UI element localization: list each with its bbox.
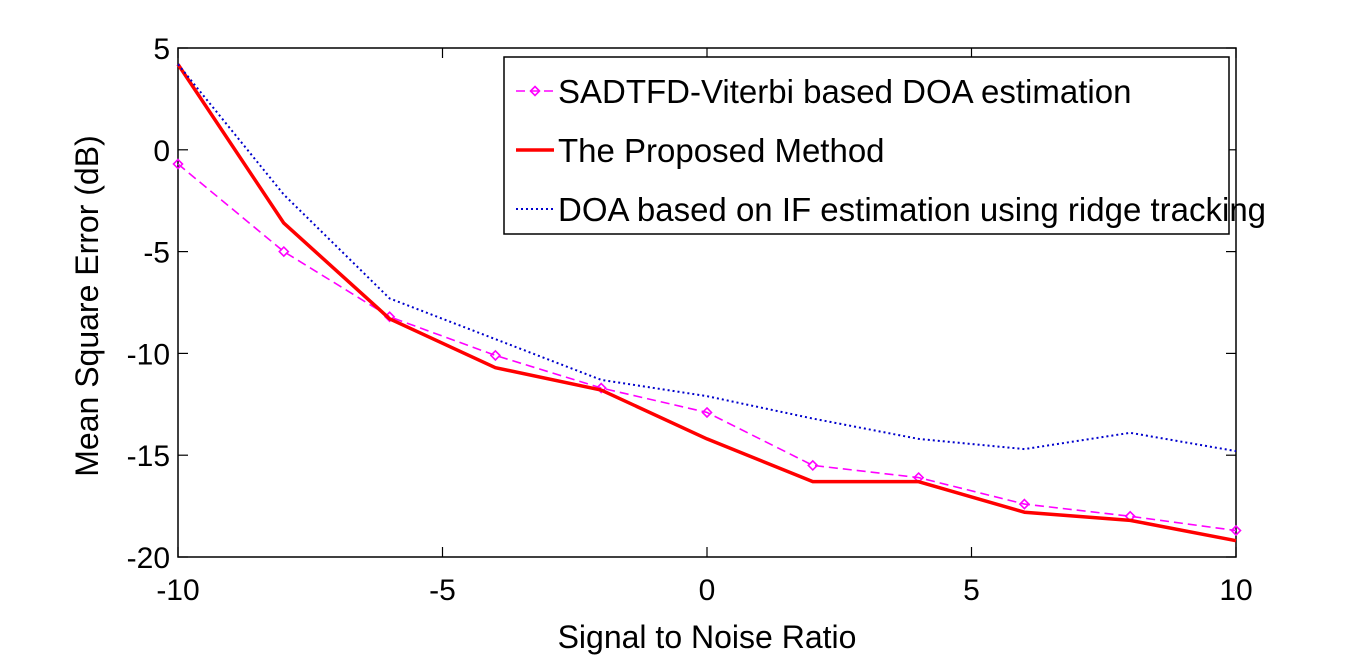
legend-item: DOA based on IF estimation using ridge t… [516,191,1266,228]
x-tick-label: 5 [963,574,980,607]
legend-label: DOA based on IF estimation using ridge t… [558,191,1266,228]
y-axis-label: Mean Square Error (dB) [69,135,105,476]
y-tick-label: 5 [153,33,170,66]
series-marker [1230,524,1242,537]
series-2 [176,63,1237,543]
series-marker [807,459,819,472]
x-tick-label: -10 [156,574,199,607]
legend-item: SADTFD-Viterbi based DOA estimation [516,73,1131,110]
tick-labels: -10 -5 0 5 10 -20 -15 -10 -5 0 5 [127,33,1253,607]
series-marker [529,85,541,97]
legend: SADTFD-Viterbi based DOA estimation The P… [503,56,1266,235]
series-line [176,63,1237,543]
series-marker [172,158,184,170]
series-1 [172,158,1242,537]
y-tick-label: 0 [153,135,170,168]
series-line [177,63,1237,453]
legend-item: The Proposed Method [516,132,885,169]
x-tick-label: 0 [699,574,716,607]
y-tick-label: -15 [127,440,170,473]
series-line [177,163,1237,532]
y-tick-label: -20 [127,542,170,575]
y-tick-label: -10 [127,338,170,371]
legend-label: SADTFD-Viterbi based DOA estimation [558,73,1131,110]
legend-label: The Proposed Method [558,132,885,169]
x-tick-label: -5 [429,574,456,607]
legend-box [503,56,1230,235]
x-axis-label: Signal to Noise Ratio [558,619,857,655]
x-tick-label: 10 [1219,574,1252,607]
series-marker [489,349,502,362]
axis-ticks [177,47,1237,558]
series-layer [172,63,1242,543]
y-tick-label: -5 [143,237,170,270]
series-marker [701,406,713,419]
series-marker [595,382,607,394]
series-3 [177,63,1237,453]
series-marker [1018,498,1031,510]
series-marker [278,245,290,258]
